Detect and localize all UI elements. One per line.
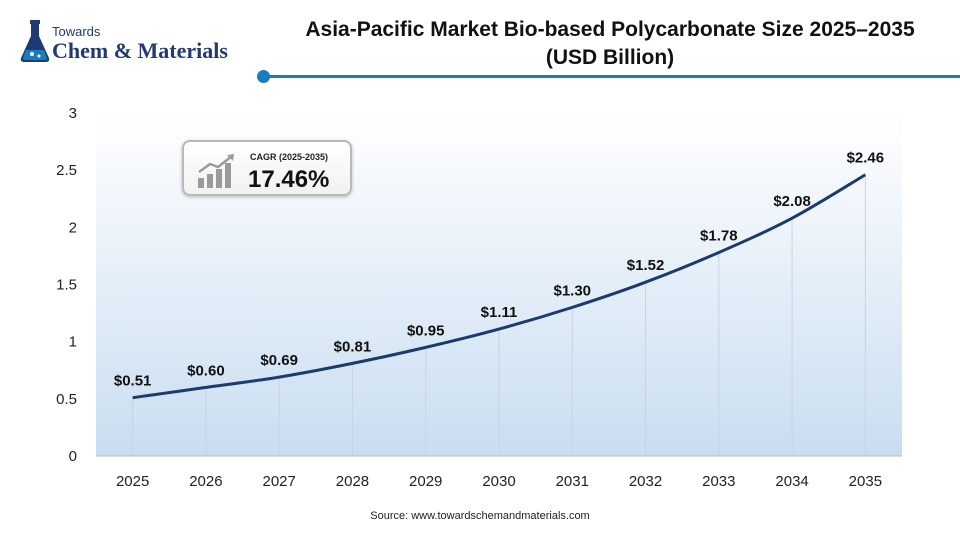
brand-name: Chem & Materials — [52, 38, 228, 63]
data-label: $0.51 — [114, 373, 152, 390]
chart-title: Asia-Pacific Market Bio-based Polycarbon… — [270, 16, 950, 72]
data-label: $0.81 — [334, 338, 372, 355]
data-label: $1.78 — [700, 227, 738, 244]
chart-title-line1: Asia-Pacific Market Bio-based Polycarbon… — [305, 18, 915, 41]
flask-icon — [20, 20, 50, 62]
x-tick-label: 2035 — [849, 473, 882, 490]
x-tick-label: 2029 — [409, 473, 442, 490]
data-label: $0.60 — [187, 362, 225, 379]
data-label: $1.52 — [627, 257, 665, 274]
title-divider — [262, 75, 960, 78]
data-label: $0.95 — [407, 322, 445, 339]
x-tick-label: 2026 — [189, 473, 222, 490]
source-note: Source: www.towardschemandmaterials.com — [370, 510, 590, 522]
x-tick-label: 2028 — [336, 473, 369, 490]
gridlines — [132, 174, 866, 456]
data-label: $2.08 — [773, 193, 811, 210]
cagr-label: CAGR (2025-2035) — [250, 152, 329, 162]
data-label: $0.69 — [260, 352, 298, 369]
brand-logo: Towards Chem & Materials — [18, 14, 258, 70]
x-tick-label: 2031 — [556, 473, 589, 490]
cagr-value: 17.46% — [248, 166, 330, 193]
y-tick-label: 1.5 — [56, 277, 77, 294]
data-label: $1.11 — [481, 304, 518, 321]
x-tick-label: 2025 — [116, 473, 149, 490]
x-tick-label: 2033 — [702, 473, 735, 490]
brand-small: Towards — [52, 24, 101, 39]
x-tick-label: 2030 — [482, 473, 515, 490]
y-tick-label: 0 — [69, 448, 77, 465]
chart-title-line2: (USD Billion) — [545, 46, 675, 69]
y-tick-label: 2.5 — [56, 162, 77, 179]
title-divider-dot — [257, 70, 270, 83]
data-label: $1.30 — [553, 282, 591, 299]
y-tick-label: 2 — [69, 219, 77, 236]
x-tick-label: 2034 — [775, 473, 808, 490]
growth-chart-icon — [198, 154, 234, 188]
data-label: $2.46 — [847, 150, 885, 167]
x-axis: 2025 2026 2027 2028 2029 2030 2031 2032 2033 2034… — [96, 455, 902, 490]
data-labels: $0.51 $0.60 $0.69 $0.81 $0.95 $1.11 $1.30 $1.52… — [114, 150, 884, 390]
y-axis: 0 0.5 1 1.5 2 2.5 3 — [56, 105, 77, 465]
cagr-badge: CAGR (2025-2035) 17.46% — [182, 140, 352, 196]
y-tick-label: 1 — [69, 334, 77, 351]
y-tick-label: 0.5 — [56, 391, 77, 408]
x-tick-label: 2032 — [629, 473, 662, 490]
series-line — [132, 173, 867, 400]
y-tick-label: 3 — [69, 105, 77, 122]
x-tick-label: 2027 — [262, 473, 295, 490]
